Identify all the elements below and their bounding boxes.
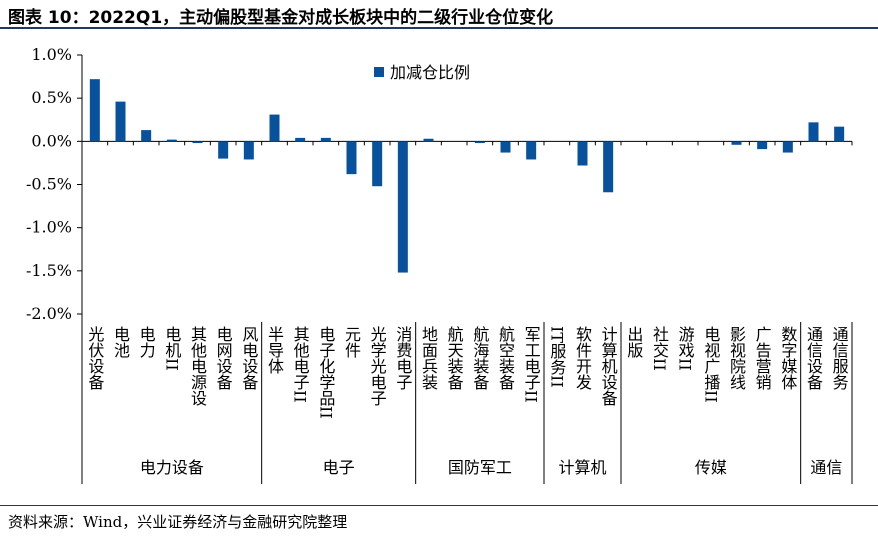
category-label: 地面兵装 [419,326,438,390]
category-label: 元件 [342,326,361,358]
category-label: 通信服务 [830,326,849,391]
legend-swatch [374,67,384,77]
bar [500,141,511,153]
y-tick-label: -0.5% [26,175,72,194]
category-label: 游戏II [676,326,695,371]
source-note: 资料来源：Wind，兴业证券经济与金融研究院整理 [8,513,348,531]
bar [141,130,152,142]
bar [166,139,177,142]
category-label: 半导体 [265,326,284,374]
group-label: 电子 [323,458,355,477]
category-label: 计算机设备 [599,326,618,406]
bar [577,141,588,166]
bar [192,141,203,144]
bar [782,141,793,153]
bar [295,137,306,142]
category-label: 电子化学品II [316,326,335,419]
legend-label: 加减仓比例 [390,63,470,82]
bar [757,141,768,150]
bar [320,137,331,142]
group-label: 通信 [810,458,842,477]
bar [474,141,485,144]
category-label: 影视院线 [727,326,746,390]
y-tick-label: -1.0% [26,218,72,237]
chart-title: 图表 10：2022Q1，主动偏股型基金对成长板块中的二级行业仓位变化 [8,8,554,28]
bar [731,141,742,145]
y-tick-label: 1.0% [31,45,72,64]
category-label: 光伏设备 [85,326,104,390]
group-label: 国防军工 [448,458,512,477]
category-label: 电视广播II [701,326,720,403]
category-label: 消费电子 [393,326,412,390]
category-label: 航天装备 [445,326,464,390]
bar [603,141,614,193]
category-label: 软件开发 [573,326,592,390]
y-tick-label: 0.5% [31,88,72,107]
bar [243,141,254,160]
source-rule [0,505,878,506]
group-label: 传媒 [695,458,727,477]
title-rule [0,27,878,29]
bar [89,79,100,142]
category-label: 其他电源设 [188,326,207,406]
category-label: 广告营销 [753,326,772,391]
category-label: 出版 [624,326,643,358]
category-label: 电机II [162,326,181,371]
bar [269,114,280,142]
category-label: 光学光电子 [368,326,387,406]
bar [808,122,819,142]
y-tick-label: 0.0% [31,131,72,150]
category-label: 数字媒体 [778,326,797,390]
bar [372,141,383,187]
bar [526,141,537,160]
category-label: 社交II [650,326,669,371]
category-label: 军工电子II [522,326,541,403]
category-label: 航海装备 [470,326,489,390]
category-label: 电池 [111,326,130,358]
category-label: 电网设备 [214,326,233,390]
group-label: 计算机 [558,458,606,477]
category-label: 其他电子II [291,326,310,403]
category-label: IT服务II [547,326,566,388]
bar [346,141,357,175]
bar [218,141,229,159]
bar [397,141,408,273]
bar [834,126,845,142]
y-tick-label: -2.0% [26,304,72,323]
y-tick-label: -1.5% [26,261,72,280]
category-label: 航空装备 [496,326,515,390]
bar-chart: 1.0%0.5%0.0%-0.5%-1.0%-1.5%-2.0%光伏设备 电池 电力… [26,45,853,484]
category-label: 通信设备 [804,326,823,390]
category-label: 风电设备 [239,326,258,390]
category-label: 电力 [137,326,156,359]
bar [423,138,434,142]
group-label: 电力设备 [140,458,204,477]
bar [115,101,126,142]
